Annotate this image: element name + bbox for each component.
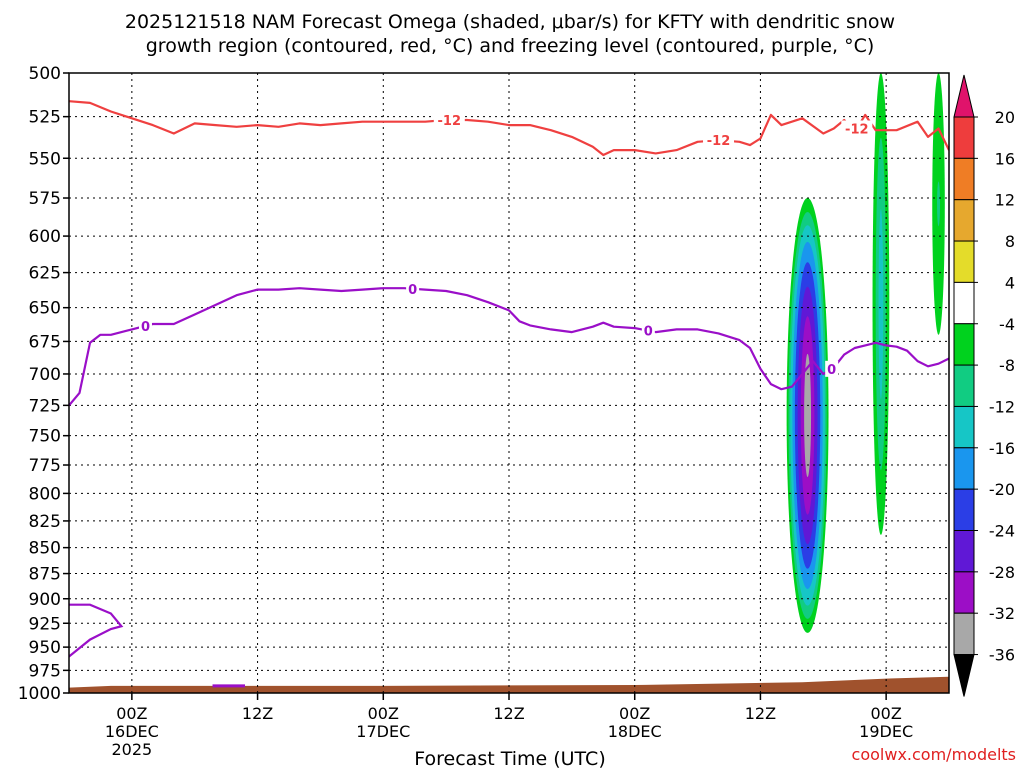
freezing-contour-low-loop <box>69 603 124 658</box>
colorbar-label-5: -4 <box>999 315 1015 334</box>
y-tick-label-850: 850 <box>29 539 61 559</box>
x-tick-label-54: 00Z <box>619 704 650 723</box>
freezing-contour-label-1: 0 <box>408 283 417 298</box>
dgz-contour-label-bg-0 <box>433 112 465 129</box>
y-tick-label-800: 800 <box>29 484 61 504</box>
y-tick-label-550: 550 <box>29 149 61 169</box>
colorbar-label-9: -20 <box>989 480 1015 499</box>
x-tick-label-78: 00Z <box>870 704 901 723</box>
y-tick-label-675: 675 <box>29 332 61 352</box>
colorbar-label-7: -12 <box>989 397 1015 416</box>
y-tick-label-600: 600 <box>29 227 61 247</box>
grid <box>69 73 949 693</box>
colorbar-arrow-bottom <box>953 654 975 697</box>
y-tick-label-900: 900 <box>29 590 61 610</box>
freezing-contour-label-2: 0 <box>644 325 653 340</box>
colorbar-label-4: 4 <box>1005 273 1015 292</box>
y-tick-label-925: 925 <box>29 614 61 634</box>
freezing-contour-line <box>69 287 949 407</box>
x-tick-label-30: 00Z <box>368 704 399 723</box>
colorbar-box-12_16 <box>953 157 975 201</box>
dgz-contour-label-bg-1 <box>703 132 735 149</box>
chart-title-line1: 2025121518 NAM Forecast Omega (shaded, μ… <box>125 11 895 33</box>
y-tick-label-750: 750 <box>29 427 61 447</box>
dgz-contour-label-bg-2 <box>841 120 873 137</box>
y-tick-label-575: 575 <box>29 189 61 209</box>
x-tick-label-66: 12Z <box>745 704 776 723</box>
colorbar-label-2: 12 <box>995 191 1015 210</box>
freezing-contour-label-bg-3 <box>825 360 839 377</box>
colorbar-box--20_-16 <box>953 447 975 490</box>
colorbar-box-4_8 <box>953 240 975 283</box>
colorbar-label-10: -24 <box>989 522 1015 541</box>
contour-labels: -12 -12 -12 0 0 0 0 <box>138 112 873 378</box>
colorbar-box-8_12 <box>953 199 975 242</box>
y-axis: 500 525 550 575 600 625 650 675 700 725 750 775 800 8… <box>18 64 69 704</box>
y-tick-label-825: 825 <box>29 512 61 532</box>
chart-title-line2: growth region (contoured, red, °C) and f… <box>146 35 875 57</box>
colorbar-label-12: -32 <box>989 604 1015 623</box>
credit-text: coolwx.com/modelts <box>852 745 1016 764</box>
x-tick-year-6: 2025 <box>111 740 152 759</box>
freezing-contour-label-bg-1 <box>406 280 420 297</box>
y-tick-label-950: 950 <box>29 638 61 658</box>
colorbar-box--4_4 <box>953 281 975 325</box>
colorbar-box--36_-32 <box>953 612 975 656</box>
dgz-contour-label-2: -12 <box>845 122 869 137</box>
x-tick-label-42: 12Z <box>493 704 524 723</box>
y-tick-label-775: 775 <box>29 456 61 476</box>
x-tick-date-78: 19DEC <box>859 722 913 741</box>
colorbar-label-6: -8 <box>999 356 1015 375</box>
y-tick-label-500: 500 <box>29 64 61 84</box>
y-tick-label-700: 700 <box>29 365 61 385</box>
colorbar-box--32_-28 <box>953 571 975 614</box>
colorbar-label-11: -28 <box>989 563 1015 582</box>
colorbar-box--12_-8 <box>953 364 975 407</box>
y-tick-label-625: 625 <box>29 264 61 284</box>
colorbar-arrow-top <box>953 74 975 118</box>
y-tick-label-1000: 1000 <box>18 684 61 704</box>
y-tick-label-975: 975 <box>29 661 61 681</box>
freezing-contour-label-3: 0 <box>827 363 836 378</box>
freezing-contour-label-bg-2 <box>641 322 655 339</box>
terrain-fill <box>69 676 949 693</box>
colorbar: 20 16 12 8 4 -4 -8 -12 -16 -20 -24 -28 -32 -36 <box>953 74 1015 697</box>
omega-band-column-79z--16_-12 <box>878 208 884 399</box>
y-tick-label-725: 725 <box>29 396 61 416</box>
colorbar-label-1: 16 <box>995 149 1015 168</box>
omega-band-right-edge-column--12_-8 <box>937 181 941 227</box>
dgz-contour-label-0: -12 <box>438 114 462 129</box>
y-tick-label-875: 875 <box>29 565 61 585</box>
colorbar-box--28_-24 <box>953 530 975 573</box>
freezing-contour-label-bg-0 <box>138 317 152 334</box>
colorbar-box--8_-4 <box>953 323 975 366</box>
x-tick-label-18: 12Z <box>242 704 273 723</box>
y-tick-label-525: 525 <box>29 108 61 128</box>
x-tick-date-30: 17DEC <box>356 722 410 741</box>
plot-area <box>69 73 949 693</box>
x-tick-label-6: 00Z <box>116 704 147 723</box>
colorbar-label-3: 8 <box>1005 232 1015 251</box>
omega-band-main-column--36_-32 <box>804 353 812 478</box>
x-axis-title: Forecast Time (UTC) <box>414 748 605 768</box>
colorbar-label-0: 20 <box>995 108 1015 127</box>
colorbar-box--24_-20 <box>953 488 975 531</box>
colorbar-box--16_-12 <box>953 405 975 449</box>
x-tick-date-6: 16DEC <box>105 722 159 741</box>
colorbar-label-8: -16 <box>989 439 1015 458</box>
dgz-contour-label-1: -12 <box>707 134 731 149</box>
colorbar-box-16_20 <box>953 116 975 159</box>
y-tick-label-650: 650 <box>29 299 61 319</box>
freezing-contour-label-0: 0 <box>141 320 150 335</box>
x-tick-date-54: 18DEC <box>608 722 662 741</box>
colorbar-label-13: -36 <box>989 646 1015 665</box>
